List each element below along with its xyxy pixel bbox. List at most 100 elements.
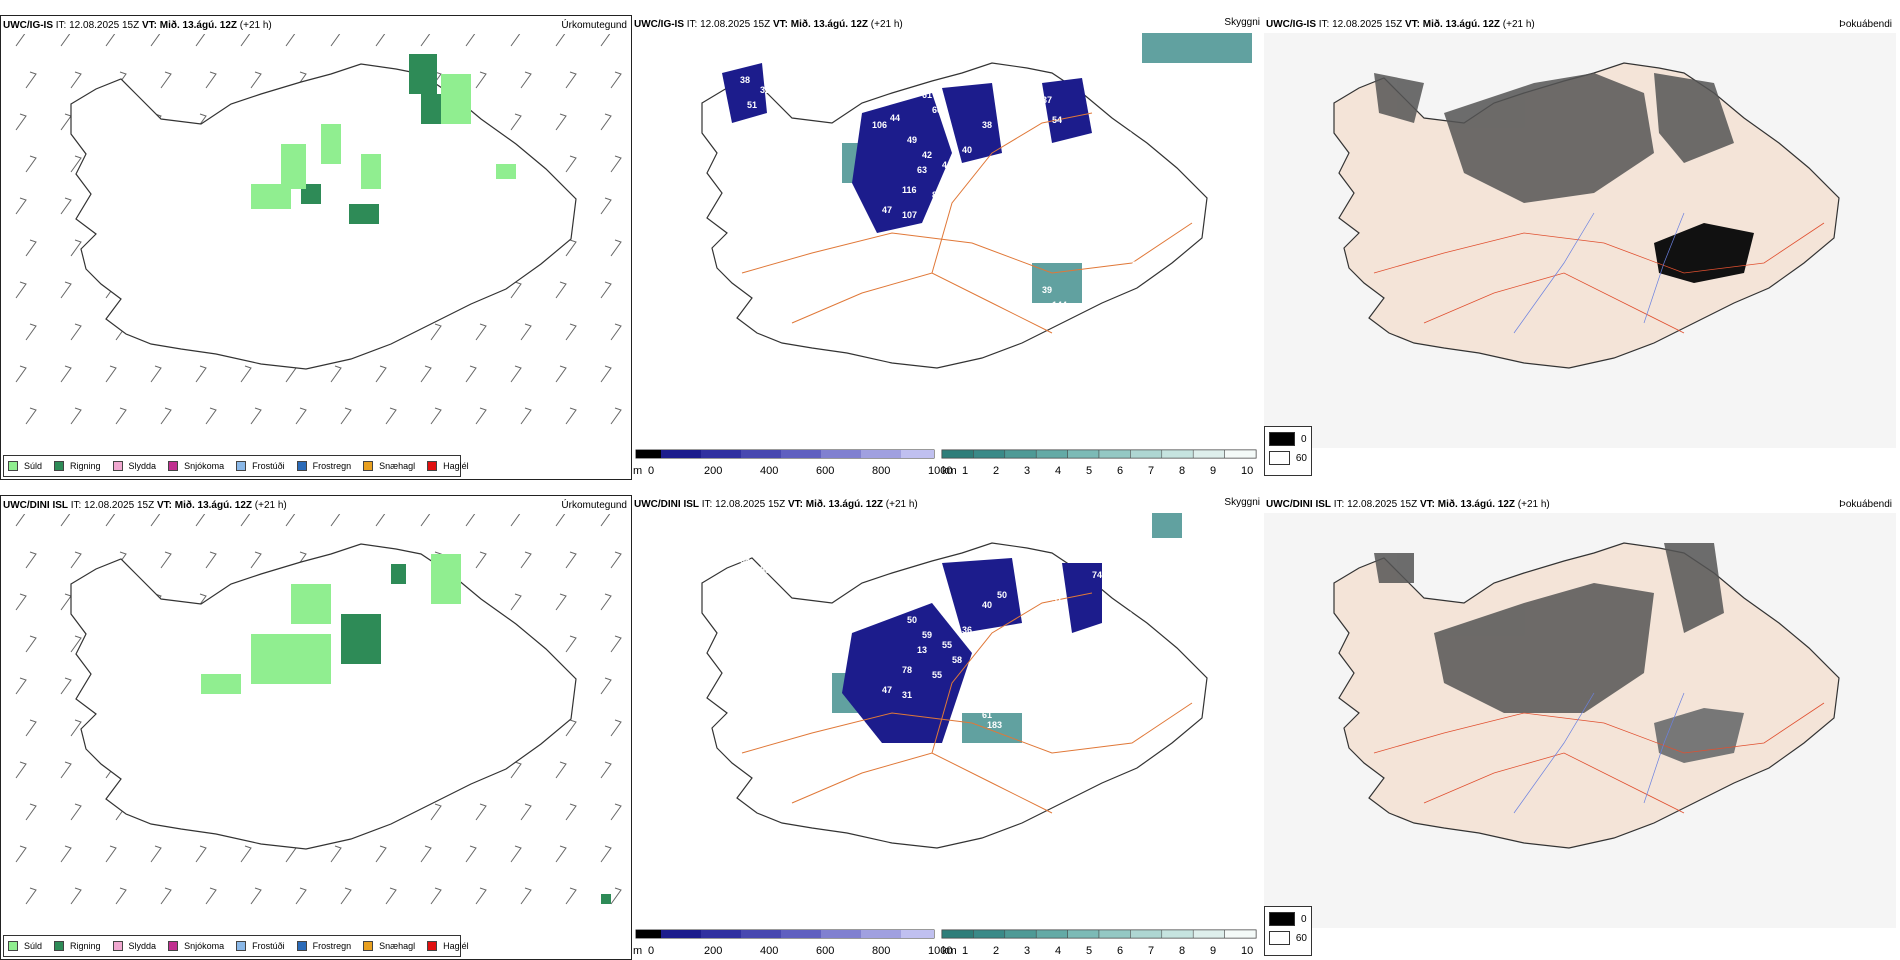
visibility-colorbar: km 1 2 3 4 5 6 7 8 9 10 — [941, 929, 1257, 957]
wind-barb — [610, 323, 622, 341]
wind-barb — [520, 551, 532, 569]
rivers — [1513, 212, 1685, 334]
vt-label: VT: — [1404, 19, 1420, 30]
cloud-base-colorbar: m 0 200 400 600 800 1000 — [633, 929, 952, 957]
wind-barb — [610, 887, 622, 905]
cloud-tick: 1000 — [928, 465, 952, 477]
precip-map — [15, 514, 622, 905]
wind-barb — [510, 34, 521, 47]
cloud-base-label: 47 — [882, 205, 892, 215]
wind-barb — [70, 803, 82, 821]
vis-color-step — [1098, 449, 1131, 459]
cloud-base-label: 36 — [962, 625, 972, 635]
cloud-base-label: 59 — [922, 630, 932, 640]
cloud-base-label: 38 — [982, 120, 992, 130]
fog-area-south — [1654, 708, 1744, 763]
cloud-base-label: 41 — [872, 600, 882, 610]
visibility-panel-row2: UWC/DINI ISL IT: 12.08.2025 15Z VT: Mið.… — [632, 495, 1264, 960]
legend-label: Frostregn — [312, 461, 352, 471]
cloud-base-label: 106 — [872, 120, 887, 130]
cloud-base-label: 55 — [760, 565, 770, 575]
roads — [1373, 702, 1825, 814]
vis-color-step — [1192, 929, 1225, 939]
wind-barb — [430, 323, 442, 341]
rain-areas — [341, 564, 611, 904]
vis-tick: 7 — [1148, 945, 1154, 957]
fog-high: 60 — [1295, 932, 1307, 944]
fog-map — [1264, 33, 1896, 448]
wind-barb — [520, 803, 532, 821]
it-label: IT: — [1318, 19, 1330, 30]
fog-swatch-light — [1269, 451, 1290, 465]
road-network — [741, 592, 1193, 814]
wind-barb — [465, 514, 476, 527]
fog-high: 60 — [1295, 452, 1307, 464]
wind-barb — [160, 71, 172, 89]
wind-barb — [520, 71, 532, 89]
cloud-base-label: 38 — [740, 75, 750, 85]
cloud-base-label: 47 — [882, 685, 892, 695]
vis-color-step — [1098, 929, 1131, 939]
legend-item: Slydda — [112, 461, 156, 471]
wind-barb — [105, 514, 116, 527]
model-name: UWC/IG-IS — [1266, 19, 1316, 30]
cloud-base-label: 44 — [890, 113, 900, 123]
wind-barb — [25, 239, 37, 257]
init-time: 12.08.2025 15Z — [715, 499, 786, 510]
wind-barb — [70, 239, 82, 257]
cloud-base-label: 51 — [1052, 595, 1062, 605]
wind-barb — [610, 551, 622, 569]
it-label: IT: — [1333, 499, 1345, 510]
vis-tick: 10 — [1241, 945, 1253, 957]
wind-barb — [25, 323, 37, 341]
wind-barb — [330, 365, 342, 383]
wind-barb — [430, 407, 442, 425]
wind-barb — [510, 514, 521, 527]
wind-barb — [420, 845, 432, 863]
legend-label: Snjókoma — [184, 461, 225, 471]
wind-barb — [610, 155, 622, 173]
fog-areas — [1374, 543, 1724, 713]
wind-barb — [15, 514, 26, 527]
wind-barb — [600, 365, 612, 383]
vis-tick: 1 — [962, 465, 968, 477]
wind-barb — [340, 887, 352, 905]
cloud-base-label: 61 — [922, 90, 932, 100]
cloud-base-label: 151 — [972, 205, 987, 215]
wind-barb — [555, 761, 567, 779]
wind-barb — [60, 761, 72, 779]
panel-title: Þokuábendi — [1839, 499, 1892, 510]
vis-tick: 10 — [1241, 465, 1253, 477]
cloud-base-label: 32 — [760, 85, 770, 95]
legend-label: Haglél — [443, 461, 469, 471]
wind-barb — [565, 635, 577, 653]
model-name: UWC/DINI ISL — [3, 500, 68, 511]
wind-barb — [475, 407, 487, 425]
cloud-base-label: 54 — [1052, 115, 1062, 125]
wind-barb — [205, 551, 217, 569]
cloud-base-label: 43 — [1122, 130, 1132, 140]
vis-ticks: 1 2 3 4 5 6 7 8 9 10 — [962, 465, 1253, 477]
lead-time: (+21 h) — [239, 20, 272, 31]
vis-color-step — [973, 449, 1006, 459]
cloud-base-label: 13 — [917, 645, 927, 655]
wind-barb — [375, 34, 386, 47]
iceland-outline — [70, 63, 577, 370]
cloud-base-label: 74 — [1092, 570, 1102, 580]
wind-barb — [610, 71, 622, 89]
wind-barb — [250, 887, 262, 905]
drizzle-areas — [201, 554, 461, 694]
panel-title: Úrkomutegund — [561, 20, 627, 31]
cloud-base-label: 42 — [1112, 110, 1122, 120]
wind-barb — [70, 323, 82, 341]
wind-barb — [195, 365, 207, 383]
wind-barb — [15, 593, 27, 611]
wind-barb — [475, 551, 487, 569]
wind-barb — [70, 407, 82, 425]
wind-barb — [150, 34, 161, 47]
vis-tick: 8 — [1179, 945, 1185, 957]
wind-barb — [475, 323, 487, 341]
wind-barb — [70, 71, 82, 89]
wind-barb — [205, 71, 217, 89]
cloud-base-label: 107 — [902, 210, 917, 220]
